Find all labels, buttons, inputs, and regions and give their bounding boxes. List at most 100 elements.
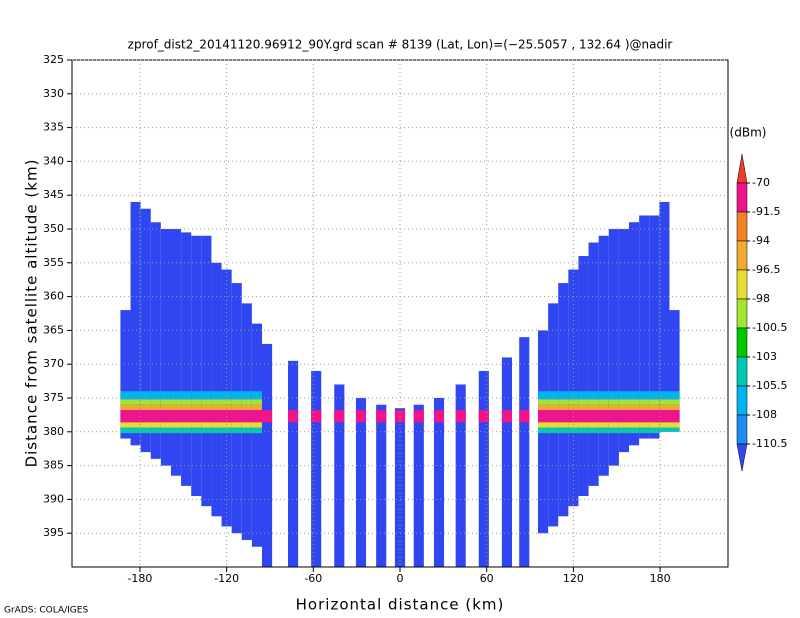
echo-layer (588, 410, 599, 423)
echo-layer (519, 410, 530, 423)
echo-layer (211, 427, 222, 434)
echo-layer (130, 427, 141, 434)
echo-layer (659, 399, 670, 405)
echo-layer (669, 399, 680, 405)
echo-layer (588, 404, 599, 411)
echo-layer (241, 404, 252, 411)
echo-layer (578, 422, 589, 428)
echo-layer (548, 427, 559, 434)
colorbar-label: -105.5 (752, 379, 787, 392)
echo-layer (170, 404, 182, 411)
echo-layer (160, 422, 171, 428)
y-tick-label: 375 (43, 391, 64, 404)
echo-layer (130, 422, 141, 428)
echo-layer (150, 427, 161, 434)
echo-layer (170, 422, 182, 428)
echo-layer (649, 391, 660, 400)
echo-layer (170, 399, 182, 405)
echo-layer (221, 427, 232, 434)
echo-layer (191, 391, 202, 400)
echo-layer (588, 399, 599, 405)
profile-column (639, 215, 650, 439)
echo-layer (608, 391, 619, 400)
echo-layer (355, 410, 367, 423)
x-tick-label: 60 (480, 572, 494, 585)
echo-layer (140, 410, 151, 423)
colorbar-label: -96.5 (752, 263, 780, 276)
echo-layer (659, 410, 670, 423)
echo-layer (455, 410, 466, 423)
colorbar-box (736, 414, 748, 445)
echo-layer (608, 427, 619, 434)
colorbar-label: -98 (752, 292, 770, 305)
profile-column (598, 235, 609, 476)
echo-layer (537, 404, 549, 411)
echo-layer (191, 427, 202, 434)
echo-layer (251, 422, 263, 428)
echo-layer (181, 427, 192, 434)
echo-layer (433, 410, 445, 423)
y-tick-label: 370 (43, 357, 64, 370)
profile-column (629, 222, 640, 446)
colorbar-box (736, 240, 748, 271)
profile-column (160, 229, 171, 466)
profile-column (618, 229, 630, 453)
profile-column (501, 357, 512, 567)
echo-layer (334, 410, 345, 423)
echo-layer (288, 410, 299, 423)
echo-layer (548, 410, 559, 423)
echo-layer (130, 410, 141, 423)
echo-layer (181, 391, 192, 400)
colorbar-label: -91.5 (752, 205, 780, 218)
echo-layer (558, 391, 569, 400)
echo-layer (170, 427, 182, 434)
echo-layer (130, 399, 141, 405)
echo-layer (568, 422, 579, 428)
echo-layer (649, 410, 660, 423)
echo-layer (140, 427, 151, 434)
echo-layer (568, 404, 579, 411)
x-tick-label: -120 (214, 572, 239, 585)
echo-layer (140, 404, 151, 411)
echo-layer (201, 410, 212, 423)
echo-layer (251, 399, 263, 405)
colorbar-box (736, 269, 748, 300)
echo-layer (231, 391, 242, 400)
profile-column (433, 398, 445, 567)
x-axis-label: Horizontal distance (km) (296, 596, 505, 614)
echo-layer (608, 399, 619, 405)
echo-layer (231, 404, 242, 411)
echo-layer (578, 427, 589, 434)
echo-layer (251, 427, 263, 434)
echo-layer (181, 410, 192, 423)
echo-layer (191, 410, 202, 423)
echo-layer (558, 410, 569, 423)
echo-layer (120, 422, 131, 428)
echo-layer (629, 391, 640, 400)
colorbar-label: -100.5 (752, 321, 787, 334)
profile-column (394, 408, 406, 567)
echo-layer (211, 404, 222, 411)
echo-layer (618, 404, 630, 411)
echo-layer (568, 399, 579, 405)
profile-column (568, 269, 579, 507)
profile-column (170, 229, 182, 476)
echo-layer (221, 404, 232, 411)
echo-layer (231, 427, 242, 434)
y-tick-label: 340 (43, 154, 64, 167)
echo-layer (150, 422, 161, 428)
echo-layer (639, 404, 650, 411)
echo-layer (629, 404, 640, 411)
echo-layer (150, 404, 161, 411)
echo-layer (578, 410, 589, 423)
echo-layer (598, 399, 609, 405)
echo-layer (201, 404, 212, 411)
echo-layer (598, 427, 609, 434)
profile-column (288, 360, 299, 567)
echo-layer (140, 422, 151, 428)
profile-column (376, 404, 387, 567)
echo-layer (201, 391, 212, 400)
echo-layer (548, 399, 559, 405)
echo-layer (588, 427, 599, 434)
echo-layer (537, 410, 549, 423)
